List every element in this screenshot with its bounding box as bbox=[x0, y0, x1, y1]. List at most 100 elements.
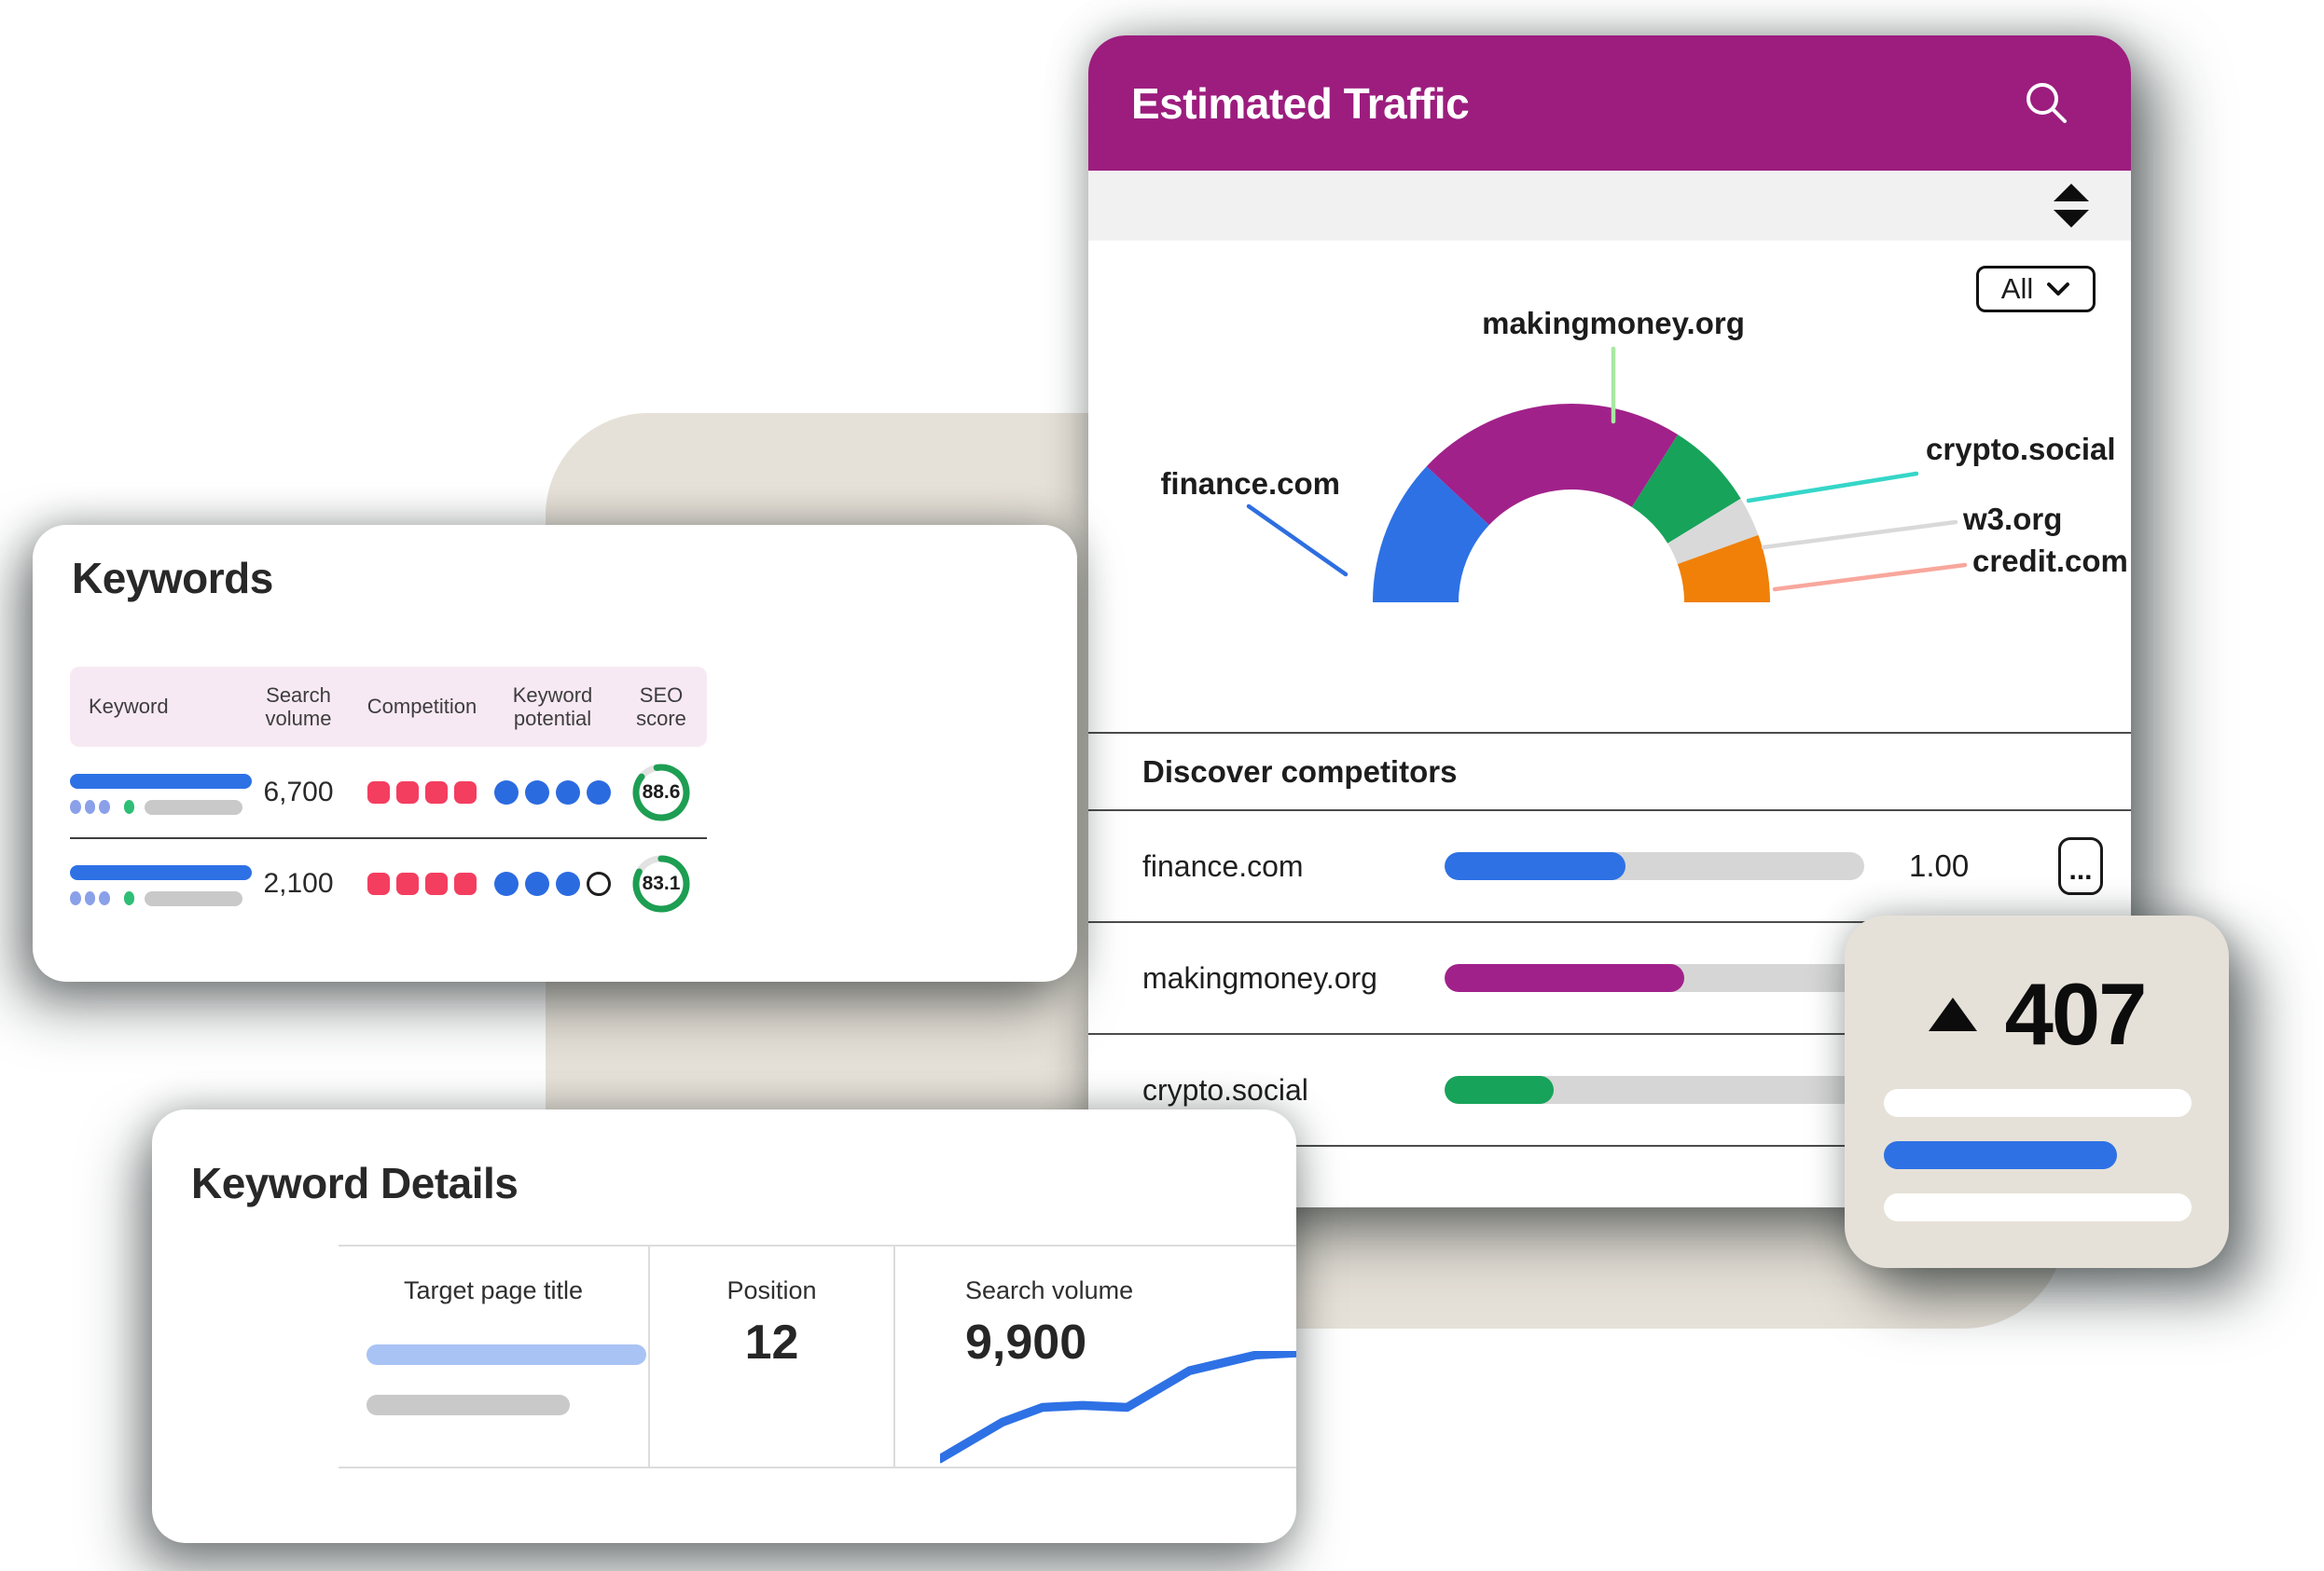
page-title-placeholder-bar bbox=[367, 1344, 646, 1365]
dot-icon bbox=[123, 891, 135, 905]
keyword-placeholder-bar bbox=[70, 864, 252, 880]
seo-score-ring: 83.1 bbox=[631, 854, 691, 914]
potential-dot-icon bbox=[587, 779, 611, 805]
dot-icon bbox=[70, 891, 81, 905]
traffic-gauge-chart bbox=[1371, 399, 1772, 604]
more-options-button[interactable]: ... bbox=[2058, 837, 2103, 895]
keywords-table: Keyword Search volume Competition Keyword p… bbox=[70, 667, 707, 928]
competition-square-icon bbox=[425, 780, 448, 804]
placeholder-bar bbox=[1884, 1193, 2192, 1221]
chevron-down-icon bbox=[2047, 283, 2070, 296]
potential-dot-icon bbox=[556, 779, 580, 805]
competitor-value: 1.00 bbox=[1909, 848, 1970, 883]
column-header: SEO score bbox=[636, 682, 686, 730]
rank-change-value: 407 bbox=[2004, 965, 2148, 1063]
search-volume-cell: 6,700 bbox=[242, 777, 354, 808]
estimated-traffic-header: Estimated Traffic bbox=[1088, 35, 2131, 171]
dot-icon bbox=[99, 800, 110, 814]
rank-change-card: 407 bbox=[1845, 916, 2229, 1268]
competitor-progress-fill bbox=[1445, 852, 1625, 880]
table-row[interactable]: 2,100 83.1 bbox=[70, 837, 707, 928]
search-volume-cell: 2,100 bbox=[242, 868, 354, 900]
keywords-table-header: Keyword Search volume Competition Keyword p… bbox=[70, 667, 707, 747]
seo-score-cell: 88.6 bbox=[616, 763, 707, 822]
seo-score-value: 83.1 bbox=[642, 872, 681, 894]
dot-icon bbox=[84, 800, 96, 814]
competition-cell bbox=[354, 872, 490, 895]
column-header: Search volume bbox=[265, 682, 332, 730]
competitor-row[interactable]: crypto.social bbox=[1088, 1035, 2131, 1147]
potential-dot-icon bbox=[494, 871, 519, 896]
gauge-label-credit: credit.com bbox=[1972, 544, 2128, 578]
seo-score-cell: 83.1 bbox=[616, 854, 707, 914]
gauge-label-crypto: crypto.social bbox=[1926, 432, 2116, 466]
competitor-progress-track bbox=[1445, 852, 1864, 880]
keyword-potential-cell bbox=[490, 871, 616, 896]
competition-square-icon bbox=[396, 872, 419, 895]
keyword-cell bbox=[70, 861, 252, 906]
competitor-progress-track bbox=[1445, 964, 1864, 992]
gauge-label-makingmoney: makingmoney.org bbox=[1482, 306, 1745, 340]
gauge-segment-crypto.social[interactable] bbox=[1631, 434, 1741, 544]
dot-icon bbox=[84, 891, 96, 905]
competitor-row[interactable]: makingmoney.org bbox=[1088, 923, 2131, 1035]
filter-dropdown-label: All bbox=[2000, 272, 2034, 305]
potential-dot-icon bbox=[587, 871, 611, 896]
keyword-placeholder-dots bbox=[70, 799, 242, 815]
column-header: Keyword bbox=[89, 695, 169, 719]
keyword-details-card: Keyword Details Target page title Positi… bbox=[152, 1109, 1296, 1543]
competition-square-icon bbox=[454, 780, 477, 804]
search-volume-value: 6,700 bbox=[263, 776, 334, 807]
position-label: Position bbox=[726, 1276, 817, 1304]
search-icon[interactable] bbox=[2023, 79, 2071, 128]
seo-score-ring: 88.6 bbox=[631, 763, 691, 822]
search-volume-value: 9,900 bbox=[965, 1316, 1087, 1370]
rank-placeholder-bars bbox=[1884, 1089, 2229, 1221]
gauge-segment-credit.com[interactable] bbox=[1677, 534, 1770, 602]
keyword-details-columns: Target page title Position 12 Search vol… bbox=[339, 1245, 1296, 1468]
placeholder-bar bbox=[1884, 1089, 2192, 1117]
gauge-segment-w3.org[interactable] bbox=[1667, 498, 1759, 565]
table-row[interactable]: 6,700 88.6 bbox=[70, 747, 707, 837]
estimated-traffic-title: Estimated Traffic bbox=[1131, 78, 1470, 128]
keyword-placeholder-bar bbox=[70, 773, 252, 789]
discover-competitors-section: Discover competitors finance.com 1.00... m… bbox=[1088, 732, 2131, 1147]
target-page-title-column: Target page title bbox=[339, 1247, 648, 1467]
seo-score-value: 88.6 bbox=[642, 780, 681, 803]
potential-dot-icon bbox=[525, 871, 549, 896]
dot-icon bbox=[70, 800, 81, 814]
search-volume-trend-chart bbox=[940, 1351, 1296, 1464]
potential-dot-icon bbox=[525, 779, 549, 805]
sort-icon[interactable] bbox=[2054, 184, 2089, 228]
keyword-placeholder-bar-secondary bbox=[145, 799, 242, 815]
column-header: Competition bbox=[367, 695, 477, 719]
page-title-placeholder-bar-secondary bbox=[367, 1395, 570, 1415]
competitor-row[interactable]: finance.com 1.00... bbox=[1088, 811, 2131, 923]
position-value: 12 bbox=[744, 1316, 799, 1370]
keyword-details-title: Keyword Details bbox=[191, 1159, 519, 1207]
search-volume-label: Search volume bbox=[965, 1276, 1134, 1304]
column-header: Keyword potential bbox=[512, 682, 593, 730]
competition-cell bbox=[354, 780, 490, 804]
dot-icon bbox=[99, 891, 110, 905]
competition-square-icon bbox=[367, 872, 390, 895]
arrow-up-icon bbox=[1928, 998, 1977, 1031]
search-volume-value: 2,100 bbox=[263, 867, 334, 899]
keywords-card: Keywords Keyword Search volume Competition… bbox=[33, 525, 1077, 982]
gauge-segment-finance.com[interactable] bbox=[1373, 466, 1489, 602]
competition-square-icon bbox=[367, 780, 390, 804]
keyword-cell bbox=[70, 770, 252, 815]
competition-square-icon bbox=[396, 780, 419, 804]
competitor-progress-track bbox=[1445, 1076, 1864, 1104]
discover-competitors-heading: Discover competitors bbox=[1088, 732, 2131, 811]
traffic-toolbar bbox=[1088, 171, 2131, 241]
filter-dropdown[interactable]: All bbox=[1976, 266, 2096, 312]
target-page-title-label: Target page title bbox=[403, 1276, 584, 1304]
gauge-segment-makingmoney.org[interactable] bbox=[1426, 404, 1679, 526]
competition-square-icon bbox=[454, 872, 477, 895]
competitor-name: finance.com bbox=[1142, 848, 1304, 883]
placeholder-bar-accent bbox=[1884, 1141, 2117, 1169]
keyword-potential-cell bbox=[490, 779, 616, 805]
keyword-placeholder-dots bbox=[70, 890, 242, 906]
competitor-progress-fill bbox=[1445, 1076, 1554, 1104]
